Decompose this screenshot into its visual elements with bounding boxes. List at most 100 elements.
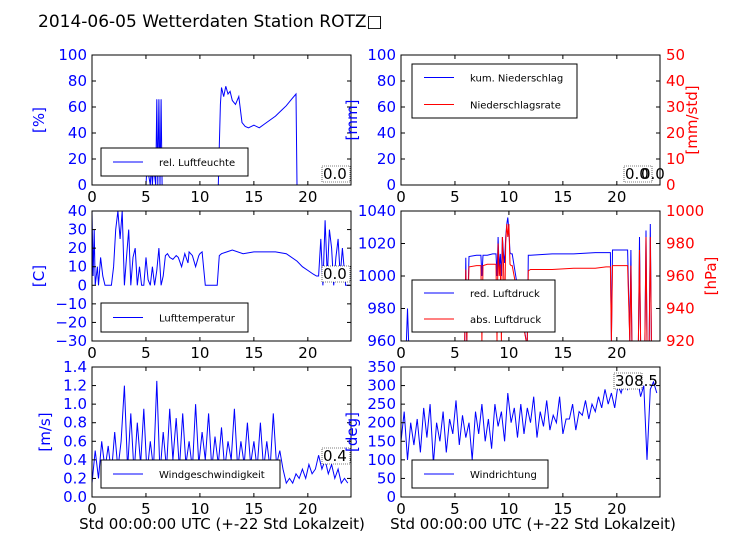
missing-glyph-box: □ (367, 12, 383, 32)
temperature-xtick-label: 5 (141, 344, 151, 362)
wind-direction-series-line-0 (401, 374, 658, 464)
wind-speed-legend-label: Windgeschwindigkeit (159, 470, 265, 481)
humidity-ytick-label: 0 (77, 176, 87, 194)
precipitation-ytick-label: 20 (377, 150, 396, 168)
figure-title: 2014-06-05 Wetterdaten Station ROTZ□ (38, 12, 383, 32)
wind-speed-plot-frame (91, 366, 352, 498)
temperature-ytick-label: 40 (68, 202, 87, 220)
precipitation-annotation: 0.0 (625, 165, 649, 183)
precipitation-ytick-right-label: 50 (666, 46, 685, 64)
temperature-xtick-label: 10 (190, 344, 209, 362)
wind-direction-ytick-label: 200 (367, 414, 396, 432)
wind-speed-xtick-label: 5 (141, 500, 151, 518)
pressure-ylabel-right: [hPa] (702, 257, 720, 296)
precipitation-ylabel: [mm] (343, 100, 361, 141)
temperature-ytick-label: 30 (68, 221, 87, 239)
wind-speed-ytick-label: 0.6 (63, 432, 87, 450)
pressure-xtick-label: 10 (499, 344, 518, 362)
humidity-ytick-label: 60 (68, 98, 87, 116)
humidity-annotation: 0.0 (323, 165, 347, 183)
temperature-ytick-label: 10 (68, 258, 87, 276)
wind-direction-ytick-label: 50 (377, 469, 396, 487)
temperature-plot-frame (91, 210, 352, 342)
pressure-xtick-label: 5 (450, 344, 460, 362)
wind-direction-ytick-label: 300 (367, 377, 396, 395)
temperature-annotation: 0.0 (323, 265, 347, 283)
precipitation-ytick-label: 100 (367, 46, 396, 64)
wind-direction-ytick-label: 100 (367, 451, 396, 469)
humidity-ylabel: [%] (30, 107, 48, 133)
precipitation-xtick-label: 20 (607, 188, 626, 206)
precipitation-xtick-label: 10 (499, 188, 518, 206)
pressure-xtick-label: 20 (607, 344, 626, 362)
precipitation-legend-label: Niederschlagsrate (470, 101, 561, 112)
precipitation-legend: kum. Niederschlag Niederschlagsrate (411, 63, 578, 119)
precipitation-legend-box (411, 63, 578, 119)
wind-speed-ytick-label: 0.2 (63, 469, 87, 487)
precipitation-xtick-label: 5 (450, 188, 460, 206)
precipitation-legend-label: kum. Niederschlag (470, 74, 563, 85)
wind-direction-ytick-label: 350 (367, 358, 396, 376)
temperature-ytick-label: 0 (77, 276, 87, 294)
pressure-xtick-label: 0 (396, 344, 406, 362)
precipitation-plot-frame (400, 54, 661, 186)
wind-direction-annotation-box (613, 372, 643, 390)
precipitation-xtick-label: 15 (553, 188, 572, 206)
humidity-xtick-label: 5 (141, 188, 151, 206)
wind-direction-annotation: 308.5 (615, 372, 658, 390)
wind-direction-legend-label: Windrichtung (470, 470, 537, 481)
wind-speed-ytick-label: 1.2 (63, 377, 87, 395)
pressure-xtick-label: 15 (553, 344, 572, 362)
pressure-legend-label: red. Luftdruck (470, 289, 540, 300)
wind-direction-xtick-label: 20 (607, 500, 626, 518)
humidity-ytick-label: 100 (58, 46, 87, 64)
temperature-ylabel: [C] (30, 265, 48, 287)
precipitation-xtick-label: 0 (396, 188, 406, 206)
wind-speed-xtick-label: 20 (298, 500, 317, 518)
pressure-ytick-right-label: 1000 (666, 202, 704, 220)
temperature-ytick-label: −10 (55, 295, 87, 313)
temperature-legend-label: Lufttemperatur (159, 314, 236, 325)
pressure-ytick-label: 1000 (358, 267, 396, 285)
pressure-ytick-label: 980 (367, 300, 396, 318)
precipitation-ytick-label: 40 (377, 124, 396, 142)
wind-direction-xtick-label: 15 (553, 500, 572, 518)
pressure-legend: red. Luftdruck abs. Luftdruck (411, 279, 556, 333)
wind-speed-annotation: 0.4 (323, 447, 347, 465)
precipitation-ytick-right-label: 20 (666, 124, 685, 142)
precipitation-ytick-right-label: 0 (666, 176, 676, 194)
precipitation-ylabel-right: [mm/std] (683, 85, 701, 154)
wind-speed-ytick-label: 0.0 (63, 488, 87, 506)
humidity-ytick-label: 20 (68, 150, 87, 168)
temperature-xtick-label: 0 (87, 344, 97, 362)
panel-pressure: 0 5 10 15 20 960 980 1000 1020 1040 920 940 960 980 10… (358, 202, 720, 362)
humidity-ytick-label: 80 (68, 72, 87, 90)
wind-direction-xtick-label: 5 (450, 500, 460, 518)
wind-speed-ytick-label: 0.4 (63, 451, 87, 469)
precipitation-annotation-2: 0.0 (641, 165, 665, 183)
temperature-xtick-label: 20 (298, 344, 317, 362)
wind-speed-legend: Windgeschwindigkeit (100, 459, 281, 489)
wind-speed-ylabel: [m/s] (36, 412, 54, 451)
wind-direction-ytick-label: 0 (386, 488, 396, 506)
humidity-annotation-box (321, 165, 351, 183)
wind-speed-xlabel: Std 00:00:00 UTC (+-22 Std Lokalzeit) (79, 515, 365, 533)
temperature-series-line-0 (92, 211, 350, 286)
pressure-ytick-label: 1020 (358, 235, 396, 253)
wind-direction-ytick-label: 150 (367, 432, 396, 450)
panel-temperature: 0 5 10 15 20−30−20−10010203040[C]Lufttempera… (30, 202, 352, 362)
pressure-ytick-label: 1040 (358, 202, 396, 220)
humidity-xtick-label: 20 (298, 188, 317, 206)
temperature-ytick-label: −30 (55, 332, 87, 350)
wind-direction-ytick-label: 250 (367, 395, 396, 413)
temperature-legend: Lufttemperatur (100, 302, 249, 333)
wind-speed-ytick-label: 0.8 (63, 414, 87, 432)
precipitation-ytick-right-label: 10 (666, 150, 685, 168)
pressure-ytick-right-label: 960 (666, 267, 695, 285)
wind-direction-xtick-label: 0 (396, 500, 406, 518)
wind-speed-xtick-label: 15 (244, 500, 263, 518)
humidity-ytick-label: 40 (68, 124, 87, 142)
